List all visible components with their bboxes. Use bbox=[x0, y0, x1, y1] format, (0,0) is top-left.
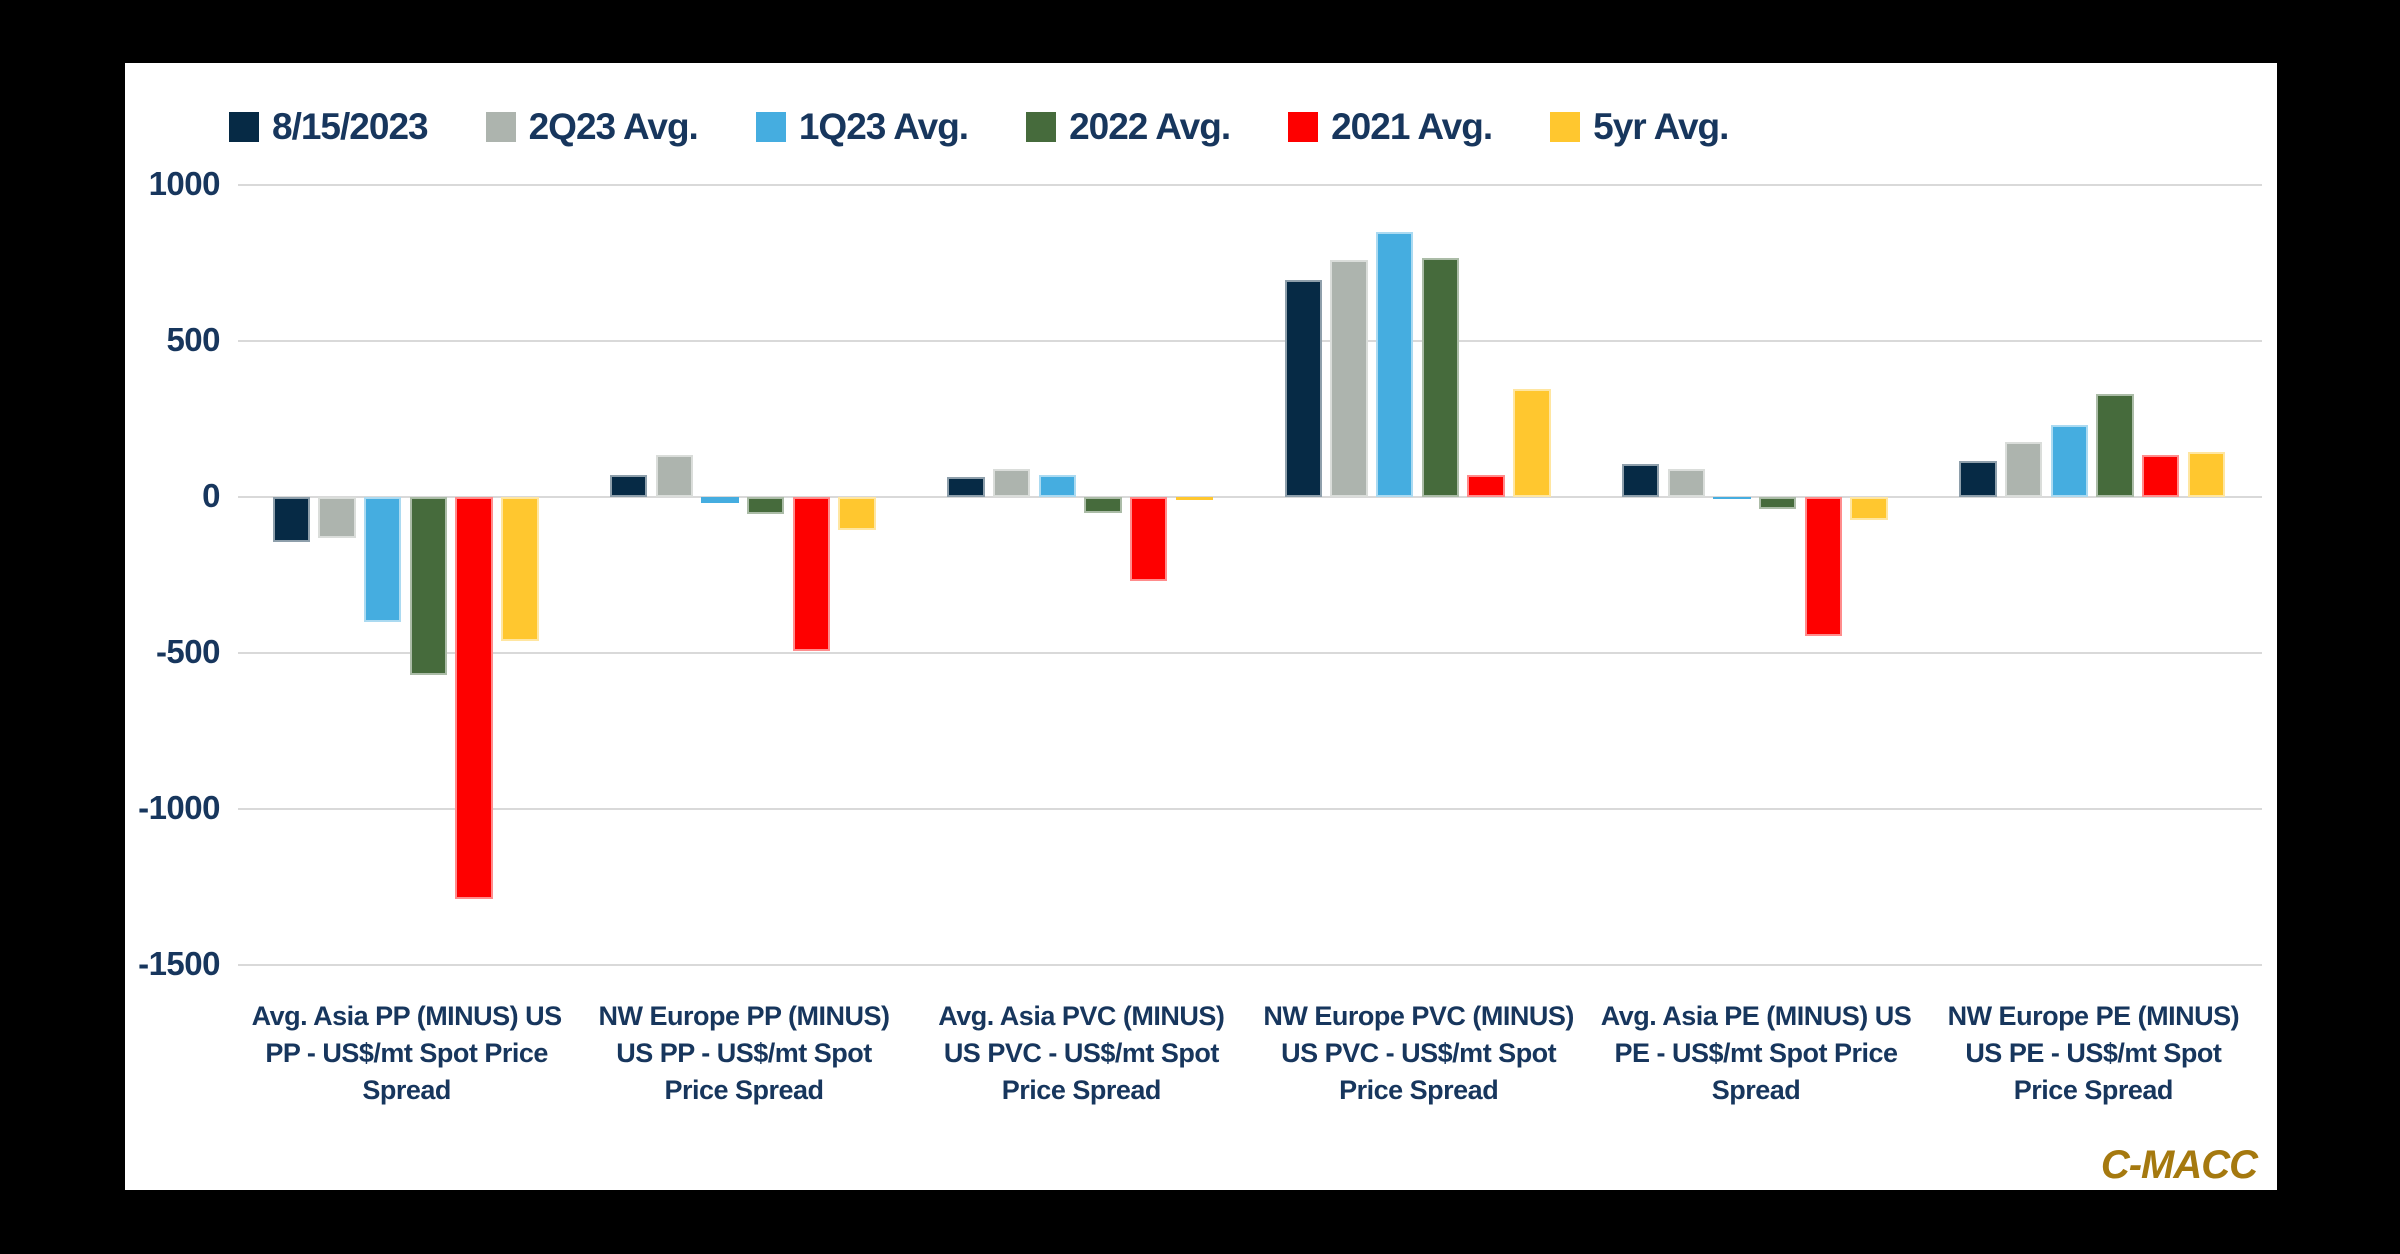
bar-group bbox=[1587, 185, 1924, 965]
category-label: NW Europe PP (MINUS) US PP - US$/mt Spot… bbox=[598, 1001, 890, 1105]
bar bbox=[2050, 425, 2089, 497]
bar bbox=[1375, 231, 1414, 497]
legend-label: 2022 Avg. bbox=[1069, 106, 1231, 147]
legend-swatch-icon bbox=[755, 112, 786, 142]
y-tick-label: -1500 bbox=[138, 945, 220, 982]
gridline bbox=[238, 184, 2262, 186]
gridline bbox=[238, 340, 2262, 342]
legend-label: 1Q23 Avg. bbox=[798, 106, 969, 147]
bar bbox=[455, 497, 493, 900]
bar bbox=[2096, 394, 2134, 497]
bar bbox=[792, 497, 831, 652]
bar bbox=[1175, 497, 1214, 501]
category-label: NW Europe PE (MINUS) US PE - US$/mt Spot… bbox=[1947, 1001, 2240, 1105]
gridline bbox=[238, 964, 2262, 966]
bar bbox=[992, 468, 1031, 497]
bar bbox=[1667, 468, 1706, 497]
bar-group bbox=[913, 185, 1250, 965]
bar bbox=[1621, 464, 1660, 497]
legend-swatch-icon bbox=[1550, 112, 1581, 142]
bar bbox=[701, 497, 739, 504]
bar bbox=[746, 497, 785, 515]
bar bbox=[1804, 497, 1843, 636]
bar bbox=[1713, 497, 1751, 499]
legend-item: 2Q23 Avg. bbox=[485, 106, 699, 148]
gridline bbox=[238, 652, 2262, 654]
y-tick-label: 500 bbox=[166, 321, 220, 358]
y-tick-label: -500 bbox=[155, 633, 221, 670]
bar bbox=[501, 497, 539, 641]
legend-label: 5yr Avg. bbox=[1593, 106, 1729, 147]
bar bbox=[1959, 461, 1997, 497]
gridline bbox=[238, 808, 2262, 810]
bar bbox=[1421, 258, 1460, 497]
legend-swatch-icon bbox=[1026, 112, 1057, 142]
bar bbox=[318, 497, 356, 538]
bar bbox=[947, 476, 985, 497]
bar bbox=[655, 454, 694, 497]
bar bbox=[2141, 454, 2180, 497]
bar bbox=[1330, 259, 1368, 497]
bar bbox=[2004, 442, 2043, 497]
legend-item: 2021 Avg. bbox=[1288, 106, 1493, 148]
plot-area: 1000 500 0 -500 -1000 -1500 bbox=[138, 165, 2262, 982]
bar bbox=[1467, 475, 1505, 497]
bar bbox=[1129, 497, 1168, 582]
bar bbox=[2187, 451, 2226, 497]
legend-label: 8/15/2023 bbox=[272, 106, 429, 147]
legend-item: 2022 Avg. bbox=[1026, 106, 1231, 148]
legend-label: 2Q23 Avg. bbox=[528, 106, 699, 147]
legend-swatch-icon bbox=[229, 112, 259, 142]
legend-item: 1Q23 Avg. bbox=[755, 106, 969, 148]
category-label: Avg. Asia PVC (MINUS) US PVC - US$/mt Sp… bbox=[938, 1001, 1225, 1105]
bar bbox=[363, 497, 402, 622]
y-tick-label: -1000 bbox=[138, 789, 220, 826]
bar bbox=[838, 497, 876, 530]
legend-label: 2021 Avg. bbox=[1331, 106, 1493, 147]
gridline bbox=[238, 496, 2262, 498]
y-tick-label: 0 bbox=[202, 477, 220, 514]
bar bbox=[609, 475, 648, 497]
category-label: Avg. Asia PP (MINUS) US PP - US$/mt Spot… bbox=[251, 1001, 563, 1105]
brand-logo: C-MACC bbox=[2100, 1143, 2258, 1187]
y-tick-label: 1000 bbox=[148, 165, 221, 202]
legend-swatch-icon bbox=[485, 112, 516, 142]
bar bbox=[1850, 497, 1888, 521]
bar-group bbox=[238, 185, 575, 965]
legend-item: 8/15/2023 bbox=[229, 106, 429, 148]
chart-panel: 8/15/2023 2Q23 Avg. 1Q23 Avg. 2022 Avg. 2021… bbox=[125, 63, 2277, 1190]
bar bbox=[1513, 389, 1551, 497]
bar bbox=[272, 497, 310, 543]
chart-legend: 8/15/2023 2Q23 Avg. 1Q23 Avg. 2022 Avg. 2021… bbox=[229, 101, 1729, 153]
bar bbox=[1038, 475, 1077, 497]
legend-swatch-icon bbox=[1288, 112, 1319, 142]
bar-group bbox=[575, 185, 912, 965]
category-label: Avg. Asia PE (MINUS) US PE - US$/mt Spot… bbox=[1600, 1001, 1912, 1105]
bar bbox=[1758, 497, 1797, 510]
bar-group bbox=[1250, 185, 1587, 965]
legend-item: 5yr Avg. bbox=[1550, 106, 1729, 148]
category-label: NW Europe PVC (MINUS) US PVC - US$/mt Sp… bbox=[1263, 1001, 1574, 1105]
bar bbox=[409, 497, 448, 675]
category-labels: Avg. Asia PP (MINUS) US PP - US$/mt Spot… bbox=[238, 998, 2262, 1109]
bar bbox=[1284, 280, 1322, 497]
bar-group bbox=[1925, 185, 2262, 965]
bar bbox=[1084, 497, 1122, 513]
